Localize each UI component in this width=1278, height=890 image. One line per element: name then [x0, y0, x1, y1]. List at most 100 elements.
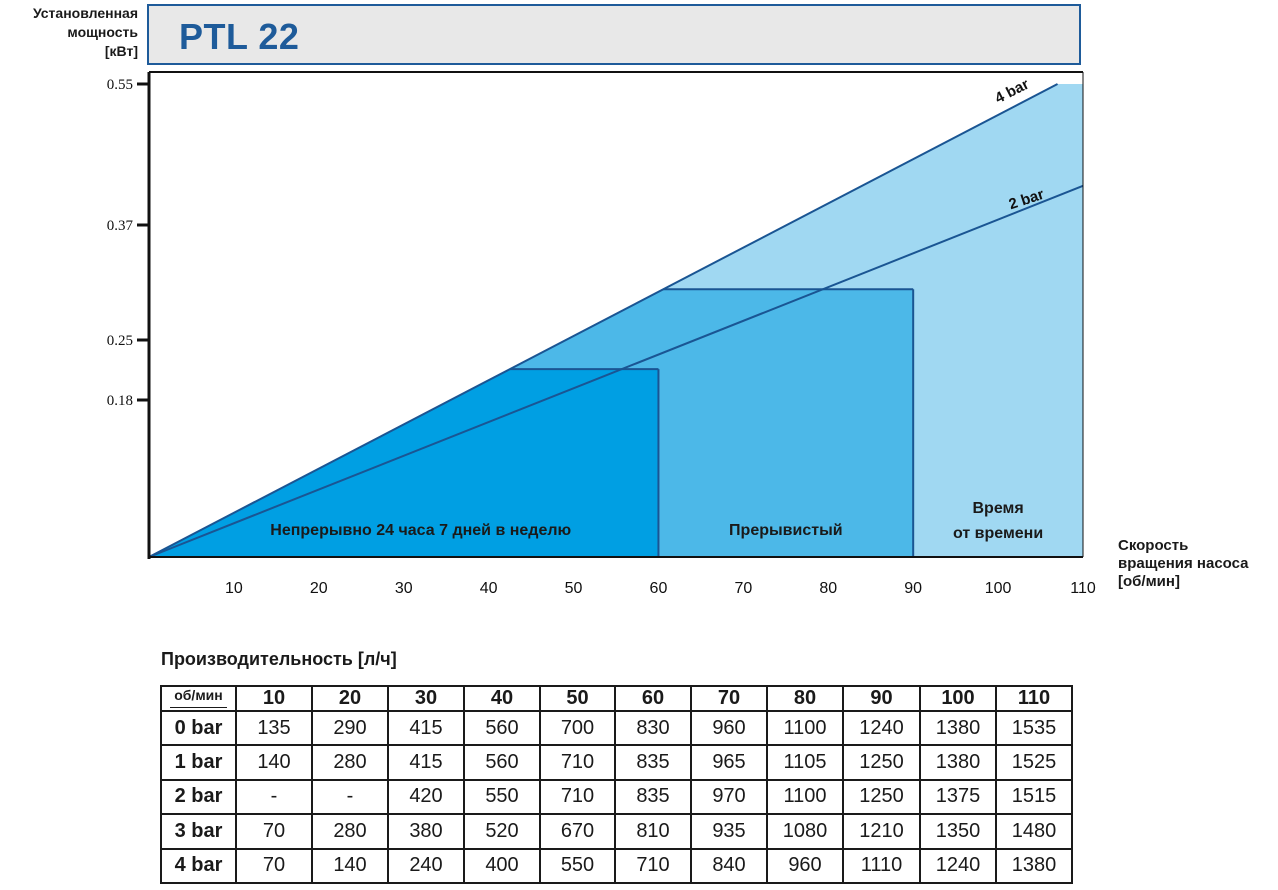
table-cell: 380 — [387, 813, 465, 850]
table-row: 4 bar 70 140 240 400 550 710 840 960 1110 1240 1380 — [160, 847, 1073, 885]
table-cell: 1110 — [842, 847, 921, 885]
column-header: 100 — [919, 685, 997, 712]
y-axis-label: Установленная мощность [кВт] — [33, 4, 138, 61]
y-tick-label: 0.37 — [107, 218, 134, 234]
table-cell: 140 — [311, 847, 389, 885]
x-axis-label: Скорость вращения насоса [об/мин] — [1118, 537, 1249, 591]
table-cell: 290 — [311, 709, 389, 747]
table-title: Производительность [л/ч] — [161, 649, 397, 669]
column-header: 20 — [311, 685, 389, 712]
column-header: 40 — [463, 685, 541, 712]
table-cell: 710 — [539, 778, 616, 816]
column-header: 60 — [614, 685, 692, 712]
table-corner-cell: об/мин — [160, 685, 237, 712]
y-tick-label: 0.25 — [107, 333, 133, 349]
x-tick-label: 50 — [565, 580, 583, 597]
table-cell: 970 — [690, 778, 768, 816]
x-tick-label: 90 — [904, 580, 922, 597]
table-cell: 1100 — [766, 778, 844, 816]
table-cell: 560 — [463, 744, 541, 781]
table-cell: 835 — [614, 778, 692, 816]
column-header: 10 — [235, 685, 313, 712]
table-cell: 1515 — [995, 778, 1073, 816]
row-header: 0 bar — [160, 709, 237, 747]
table-cell: 415 — [387, 709, 465, 747]
y-tick-label: 0.18 — [107, 393, 133, 409]
table-cell: 670 — [539, 813, 616, 850]
table-cell: 1105 — [766, 744, 844, 781]
column-header: 30 — [387, 685, 465, 712]
table-cell: 1480 — [995, 813, 1073, 850]
table-cell: 840 — [690, 847, 768, 885]
table-cell: 280 — [311, 744, 389, 781]
x-tick-label: 110 — [1070, 580, 1096, 597]
table-cell: 1250 — [842, 744, 921, 781]
table-row: 3 bar 70 280 380 520 670 810 935 1080 1210 1350 148… — [160, 813, 1073, 850]
table-cell: 1380 — [919, 744, 997, 781]
row-header: 2 bar — [160, 778, 237, 816]
table-cell: 960 — [766, 847, 844, 885]
series-line-4bar — [148, 83, 1058, 558]
row-header: 4 bar — [160, 847, 237, 885]
table-cell: 140 — [235, 744, 313, 781]
column-header: 110 — [995, 685, 1073, 712]
table-cell: 1100 — [766, 709, 844, 747]
y-axis-label-line: мощность — [67, 24, 138, 40]
row-header: 1 bar — [160, 744, 237, 781]
x-tick-label: 20 — [310, 580, 328, 597]
column-header: 50 — [539, 685, 616, 712]
table-cell: 70 — [235, 847, 313, 885]
table-cell: - — [235, 778, 313, 816]
zone-label-intermittent: Прерывистый — [729, 522, 843, 539]
table-cell: 710 — [614, 847, 692, 885]
y-axis-label-line: Установленная — [32, 5, 138, 21]
table-cell: 1535 — [995, 709, 1073, 747]
table-cell: 1375 — [919, 778, 997, 816]
table-cell: 810 — [614, 813, 692, 850]
x-tick-label: 70 — [734, 580, 752, 597]
corner-label: об/мин — [170, 687, 227, 708]
x-tick-label: 60 — [650, 580, 668, 597]
table-row: 2 bar - -420 550 710 835 970 1100 1250 1375 1515 — [160, 778, 1073, 816]
x-axis-label-line: [об/мин] — [1118, 573, 1180, 590]
x-tick-label: 100 — [985, 580, 1012, 597]
table-body: 0 bar 135 290 415 560 700 830 960 1100 1240 1380 15… — [160, 709, 1073, 885]
table-cell: 70 — [235, 813, 313, 850]
column-header: 70 — [690, 685, 768, 712]
table-cell: 280 — [311, 813, 389, 850]
table-cell: 1210 — [842, 813, 921, 850]
zone-label-continuous: Непрерывно 24 часа 7 дней в неделю — [270, 522, 571, 539]
table-cell: - — [311, 778, 389, 816]
table-cell: 835 — [614, 744, 692, 781]
column-header: 90 — [842, 685, 921, 712]
chart-title: PTL 22 — [179, 16, 300, 57]
table-cell: 960 — [690, 709, 768, 747]
table-cell: 1250 — [842, 778, 921, 816]
table-cell: 1080 — [766, 813, 844, 850]
table-cell: 135 — [235, 709, 313, 747]
table-cell: 710 — [539, 744, 616, 781]
table-cell: 965 — [690, 744, 768, 781]
zone-label-occasional: Время — [972, 500, 1023, 517]
table-cell: 1350 — [919, 813, 997, 850]
table-cell: 520 — [463, 813, 541, 850]
table-cell: 550 — [539, 847, 616, 885]
table-cell: 700 — [539, 709, 616, 747]
row-header: 3 bar — [160, 813, 237, 850]
table-cell: 1380 — [919, 709, 997, 747]
table-cell: 550 — [463, 778, 541, 816]
table-cell: 420 — [387, 778, 465, 816]
x-tick-label: 40 — [480, 580, 498, 597]
table-row: 0 bar 135 290 415 560 700 830 960 1100 1240 1380 15… — [160, 709, 1073, 747]
chart-title-box: PTL 22 — [147, 4, 1081, 65]
series-line-2bar — [148, 184, 1084, 558]
y-axis-label-line: [кВт] — [104, 43, 138, 59]
x-tick-label: 80 — [819, 580, 837, 597]
table-cell: 830 — [614, 709, 692, 747]
table-cell: 1525 — [995, 744, 1073, 781]
table-cell: 935 — [690, 813, 768, 850]
zone-label-occasional: от времени — [953, 525, 1043, 542]
table-header-row: об/мин 10 20 30 40 50 60 70 80 90 100 11… — [160, 685, 1073, 712]
table-cell: 400 — [463, 847, 541, 885]
